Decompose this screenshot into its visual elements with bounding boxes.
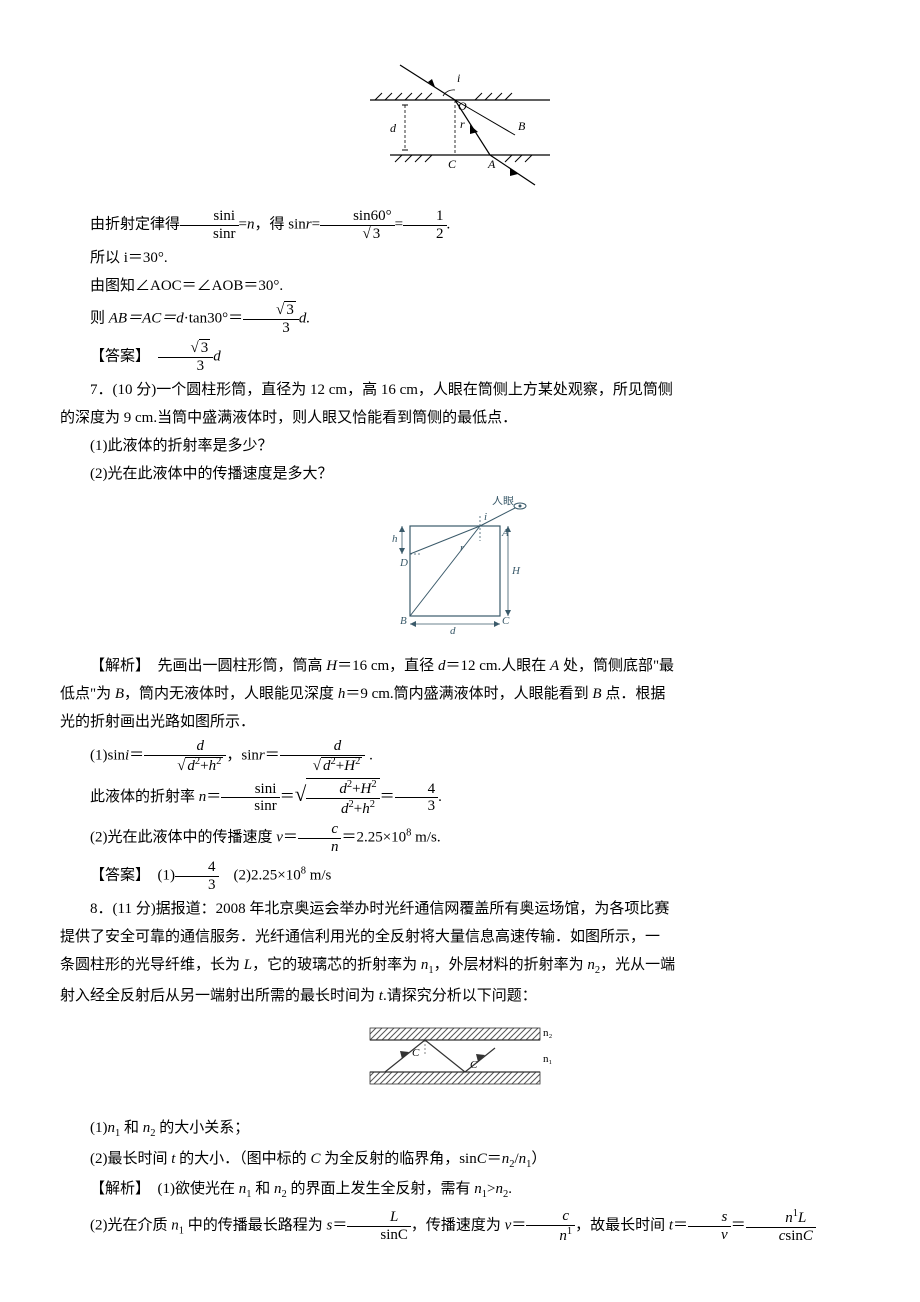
svg-text:n₁: n₁ bbox=[543, 1053, 553, 1065]
figure-1: i O d r B C A bbox=[60, 60, 860, 198]
svg-text:C: C bbox=[502, 615, 510, 627]
solution-8-line1: 【解析】 (1)欲使光在 n1 和 n2 的界面上发生全反射，需有 n1>n2. bbox=[60, 1177, 860, 1204]
svg-text:d: d bbox=[450, 625, 456, 636]
fig1-label-d: d bbox=[390, 121, 397, 135]
fig1-label-C: C bbox=[448, 157, 457, 171]
question-8-sub2: (2)最长时间 t 的大小．（图中标的 C 为全反射的临界角，sinC＝n2/n… bbox=[60, 1147, 860, 1174]
svg-text:C: C bbox=[412, 1047, 420, 1059]
solution-8-line2: (2)光在介质 n1 中的传播最长路程为 s＝LsinC，传播速度为 v＝cn1… bbox=[60, 1208, 860, 1244]
svg-text:n₂: n₂ bbox=[543, 1027, 553, 1039]
question-8-line1: 8．(11 分)据报道：2008 年北京奥运会举办时光纤通信网覆盖所有奥运场馆，… bbox=[60, 897, 860, 921]
equation-7-3: (2)光在此液体中的传播速度 v＝cn＝2.25×108 m/s. bbox=[60, 821, 860, 855]
equation-7-2: 此液体的折射率 n＝sinisinr＝√d2+H2d2+h2＝43. bbox=[60, 778, 860, 817]
solution-7-line3: 光的折射画出光路如图所示． bbox=[60, 710, 860, 734]
svg-text:D: D bbox=[399, 557, 408, 569]
fig1-label-A: A bbox=[487, 157, 496, 171]
derivation-line-2: 所以 i＝30°. bbox=[60, 246, 860, 270]
question-8-sub1: (1)n1 和 n2 的大小关系； bbox=[60, 1116, 860, 1143]
question-8-line3: 条圆柱形的光导纤维，长为 L，它的玻璃芯的折射率为 n1，外层材料的折射率为 n… bbox=[60, 953, 860, 980]
fig1-label-O: O bbox=[458, 99, 467, 113]
figure-2: 人眼 i A h D r H B d C bbox=[60, 496, 860, 644]
question-7-sub2: (2)光在此液体中的传播速度是多大？ bbox=[60, 462, 860, 486]
derivation-line-3: 由图知∠AOC＝∠AOB＝30°. bbox=[60, 274, 860, 298]
question-8-line2: 提供了安全可靠的通信服务．光纤通信利用光的全反射将大量信息高速传输．如图所示，一 bbox=[60, 925, 860, 949]
svg-text:r: r bbox=[460, 542, 465, 554]
solution-7-line2: 低点"为 B，筒内无液体时，人眼能见深度 h＝9 cm.筒内盛满液体时，人眼能看… bbox=[60, 682, 860, 706]
question-7-sub1: (1)此液体的折射率是多少？ bbox=[60, 434, 860, 458]
fig1-label-B: B bbox=[518, 119, 526, 133]
answer-6: 【答案】 33d bbox=[60, 340, 860, 374]
svg-text:H: H bbox=[511, 565, 521, 577]
fig1-label-i: i bbox=[457, 71, 460, 85]
svg-text:h: h bbox=[392, 533, 398, 545]
derivation-line-1: 由折射定律得sinisinr=n，得 sinr=sin60°3=12. bbox=[60, 208, 860, 242]
question-8-line4: 射入经全反射后从另一端射出所需的最长时间为 t.请探究分析以下问题： bbox=[60, 984, 860, 1008]
svg-text:i: i bbox=[484, 511, 487, 523]
figure-3: C C n₁ n₂ bbox=[60, 1018, 860, 1106]
svg-text:A: A bbox=[501, 527, 509, 539]
question-7-line2: 的深度为 9 cm.当筒中盛满液体时，则人眼又恰能看到筒侧的最低点． bbox=[60, 406, 860, 430]
question-7-line1: 7．(10 分)一个圆柱形筒，直径为 12 cm，高 16 cm，人眼在筒侧上方… bbox=[60, 378, 860, 402]
svg-text:B: B bbox=[400, 615, 407, 627]
derivation-line-4: 则 AB＝AC＝d·tan30°＝33d. bbox=[60, 302, 860, 336]
answer-7: 【答案】 (1)43 (2)2.25×108 m/s bbox=[60, 859, 860, 893]
svg-text:C: C bbox=[470, 1059, 478, 1071]
solution-7-line1: 【解析】 先画出一圆柱形筒，筒高 H＝16 cm，直径 d＝12 cm.人眼在 … bbox=[60, 654, 860, 678]
fig1-label-r: r bbox=[460, 117, 465, 131]
equation-7-1: (1)sini＝dd2+h2，sinr＝dd2+H2 . bbox=[60, 738, 860, 774]
svg-text:人眼: 人眼 bbox=[492, 496, 514, 507]
